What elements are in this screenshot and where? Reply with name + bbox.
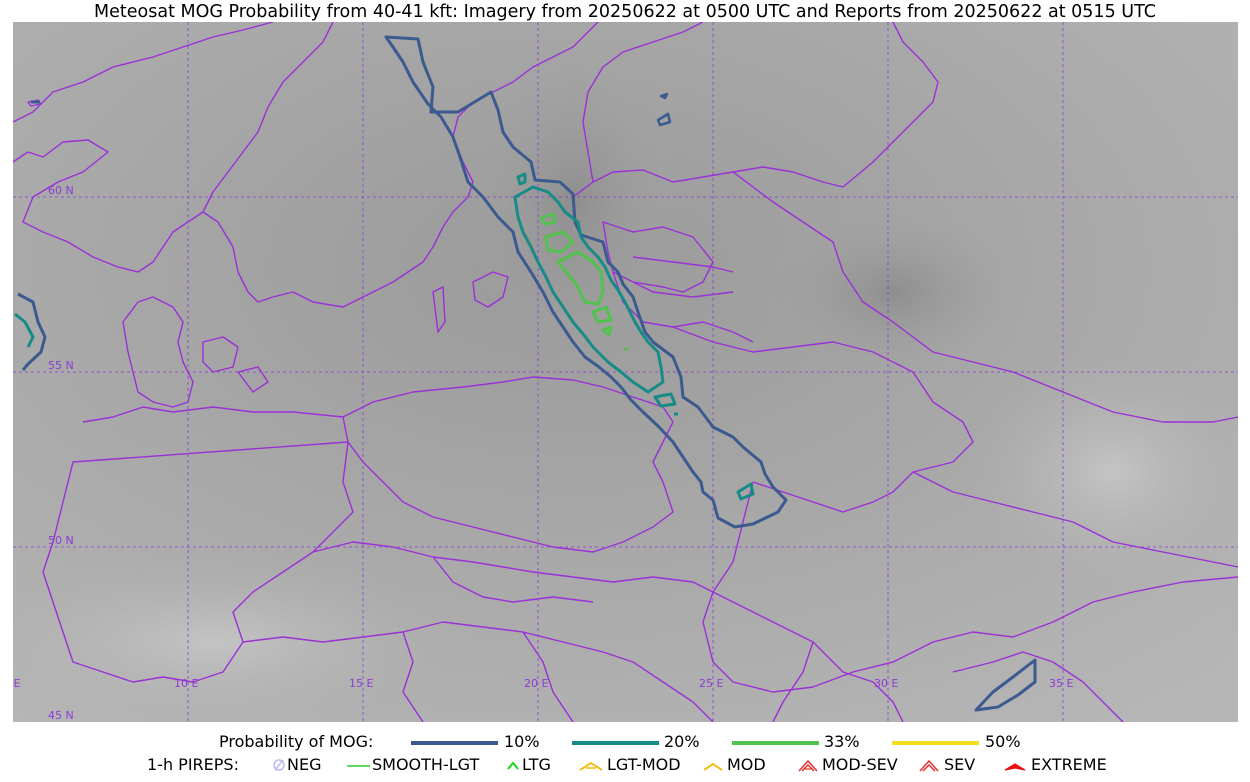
pirep-label-sev: SEV xyxy=(944,755,976,774)
filled-caret-icon xyxy=(1004,763,1026,771)
germany-border xyxy=(42,406,354,683)
contour-33pct-small-3 xyxy=(601,325,613,337)
dark-swirl-shading xyxy=(753,202,1033,382)
sweden-coast xyxy=(202,22,599,308)
denmark-coast xyxy=(122,296,269,408)
norway-sweden-border xyxy=(202,22,334,213)
neg-circle-icon xyxy=(273,759,285,771)
lat-label-60n: 60 N xyxy=(48,184,74,197)
pirep-label-smooth-lgt: SMOOTH-LGT xyxy=(372,755,480,774)
lat-label-50n: 50 N xyxy=(48,534,74,547)
contour-20pct-main xyxy=(513,185,665,394)
lon-label-30e: 30 E xyxy=(874,677,898,690)
lat-label-45n: 45 N xyxy=(48,709,74,722)
probability-legend-title: Probability of MOG: xyxy=(219,732,374,751)
legend-line-10pct xyxy=(411,741,498,745)
legend-line-50pct xyxy=(892,741,979,745)
pirep-label-mod: MOD xyxy=(727,755,766,774)
legend-line-33pct xyxy=(732,741,819,745)
contour-20pct-small-1 xyxy=(516,172,527,186)
legend-label-50pct: 50% xyxy=(985,732,1021,751)
lon-label-10e: 10 E xyxy=(174,677,198,690)
light-patch-shading-2 xyxy=(963,352,1238,592)
grid-labels: 60 N 55 N 50 N 45 N 5 E 10 E 15 E 20 E 2… xyxy=(13,184,1073,722)
lon-label-35e: 35 E xyxy=(1049,677,1073,690)
lon-label-5e: 5 E xyxy=(13,677,20,690)
contour-33pct-dot xyxy=(623,346,628,352)
gotland-oland xyxy=(432,271,509,333)
satellite-map: 60 N 55 N 50 N 45 N 5 E 10 E 15 E 20 E 2… xyxy=(13,22,1238,722)
smooth-line-icon xyxy=(347,765,370,767)
lat-label-55n: 55 N xyxy=(48,359,74,372)
contour-33pct-small-2 xyxy=(591,305,613,324)
contour-10pct-main xyxy=(384,35,788,529)
contour-10pct-west xyxy=(17,292,47,371)
mog-contours xyxy=(14,35,1037,712)
pireps-legend: 1-h PIREPS: NEG SMOOTH-LGT LTG LGT-MOD M… xyxy=(0,754,1250,776)
belarus-border xyxy=(672,326,974,513)
black-sea-crimea xyxy=(952,651,1124,722)
pirep-label-mod-sev: MOD-SEV xyxy=(822,755,898,774)
contour-20pct-west xyxy=(14,312,35,348)
pirep-label-extreme: EXTREME xyxy=(1031,755,1107,774)
pirep-label-neg: NEG xyxy=(287,755,322,774)
contour-10pct-small-1 xyxy=(656,112,672,127)
finland-russia-border xyxy=(842,22,939,188)
lon-label-25e: 25 E xyxy=(699,677,723,690)
chart-title: Meteosat MOG Probability from 40-41 kft:… xyxy=(94,2,1156,22)
contour-20pct-small-3 xyxy=(736,482,755,501)
lon-label-20e: 20 E xyxy=(524,677,548,690)
legend-label-33pct: 33% xyxy=(824,732,860,751)
legend-label-10pct: 10% xyxy=(504,732,540,751)
austria-hungary-border xyxy=(242,621,714,722)
finland-coast xyxy=(572,22,844,198)
legend-line-20pct xyxy=(572,741,659,745)
chevron-icon xyxy=(507,761,519,770)
norway-coast xyxy=(13,22,274,273)
graticule xyxy=(13,22,1238,722)
contour-33pct-small-1 xyxy=(539,212,557,226)
contour-10pct-small-2 xyxy=(659,92,669,100)
double-caret-bar-icon xyxy=(798,759,818,772)
czech-slovakia-border xyxy=(312,541,694,603)
poland-border xyxy=(342,376,674,553)
contour-20pct-small-2 xyxy=(653,392,677,408)
caret-bar-icon xyxy=(579,761,603,771)
lon-label-15e: 15 E xyxy=(349,677,373,690)
pireps-legend-title: 1-h PIREPS: xyxy=(147,755,239,774)
caret-icon xyxy=(703,762,723,771)
romania-moldova-border xyxy=(692,581,904,722)
contour-10pct-black-sea xyxy=(974,658,1037,712)
contour-33pct-main xyxy=(544,230,605,306)
estonia-latvia-border xyxy=(632,256,734,273)
double-caret-icon xyxy=(919,759,939,772)
russia-border xyxy=(732,171,1238,423)
pirep-label-lgt-mod: LGT-MOD xyxy=(607,755,681,774)
probability-legend: Probability of MOG: 10% 20% 33% 50% xyxy=(0,731,1250,753)
legend-label-20pct: 20% xyxy=(664,732,700,751)
coastlines-borders xyxy=(13,22,1238,722)
pirep-label-ltg: LTG xyxy=(522,755,551,774)
